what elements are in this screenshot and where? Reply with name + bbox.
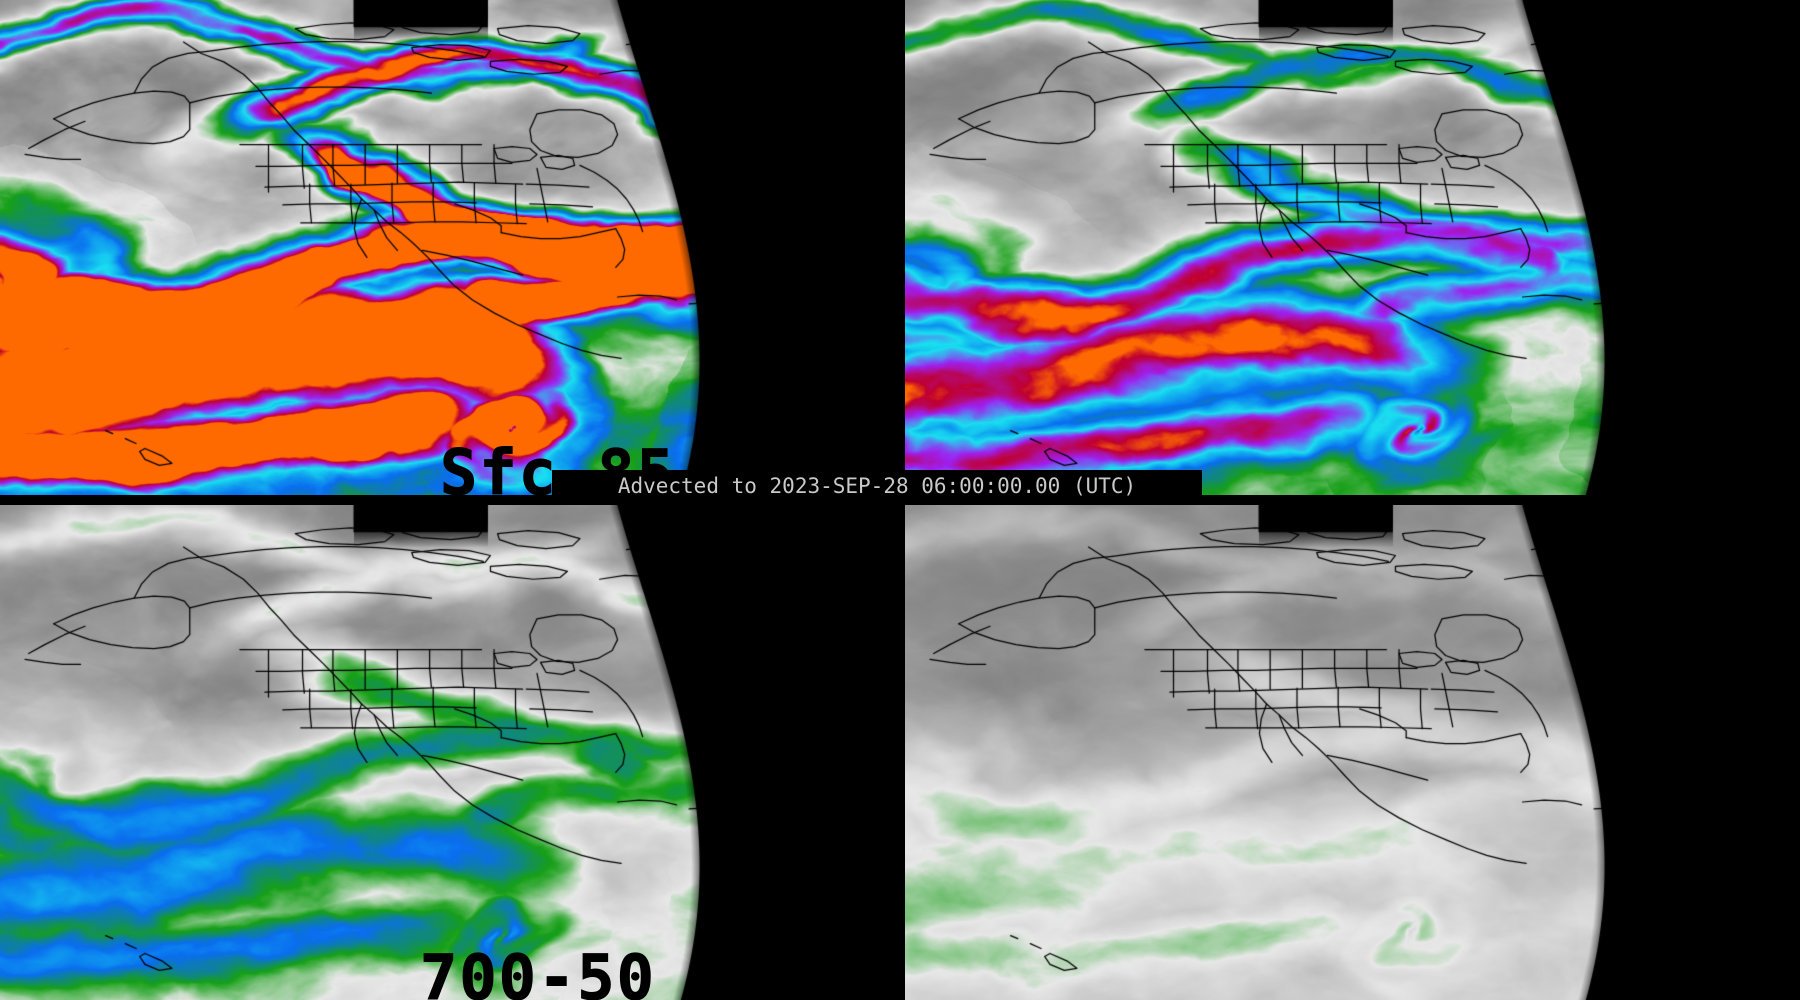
panel-sfc-850[interactable]: Sfc-85 (0, 0, 895, 495)
panel-500-300[interactable]: 500-30 (905, 505, 1800, 1000)
moisture-field-sfc-850 (0, 0, 895, 495)
moisture-field-850-700 (905, 0, 1800, 495)
caption-bar: Advected to 2023-SEP-28 06:00:00.00 (UTC… (552, 470, 1202, 502)
panel-700-500[interactable]: 700-50 (0, 505, 895, 1000)
panel-850-700[interactable]: 850-70 (905, 0, 1800, 495)
moisture-field-500-300 (905, 505, 1800, 1000)
advection-timestamp-text: Advected to 2023-SEP-28 06:00:00.00 (UTC… (617, 474, 1137, 498)
moisture-field-700-500 (0, 505, 895, 1000)
